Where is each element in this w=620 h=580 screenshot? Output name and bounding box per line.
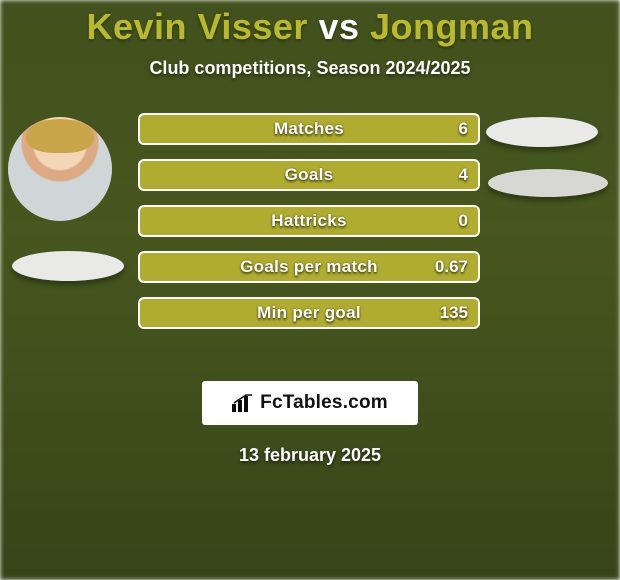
stat-bar-value: 0.67 bbox=[435, 253, 468, 281]
player-a-name: Kevin Visser bbox=[86, 6, 307, 47]
stat-bars: Matches6Goals4Hattricks0Goals per match0… bbox=[138, 113, 480, 343]
brand-text: FcTables.com bbox=[260, 392, 388, 414]
player-b-name: Jongman bbox=[370, 6, 534, 47]
stat-bar-value: 0 bbox=[459, 207, 468, 235]
stat-bar: Goals per match0.67 bbox=[138, 251, 480, 283]
bar-chart-icon bbox=[232, 394, 254, 412]
stat-bar-label: Min per goal bbox=[140, 299, 478, 327]
stat-bar-value: 4 bbox=[459, 161, 468, 189]
date-text: 13 february 2025 bbox=[0, 445, 620, 466]
content-area: Matches6Goals4Hattricks0Goals per match0… bbox=[0, 113, 620, 373]
stat-bar: Matches6 bbox=[138, 113, 480, 145]
stat-bar-label: Hattricks bbox=[140, 207, 478, 235]
vs-separator: vs bbox=[318, 6, 359, 47]
comparison-card: Kevin Visser vs Jongman Club competition… bbox=[0, 0, 620, 580]
subtitle: Club competitions, Season 2024/2025 bbox=[0, 58, 620, 79]
stat-bar-label: Goals bbox=[140, 161, 478, 189]
brand-badge: FcTables.com bbox=[202, 381, 418, 425]
stat-bar: Hattricks0 bbox=[138, 205, 480, 237]
stat-bar-value: 135 bbox=[440, 299, 468, 327]
page-title: Kevin Visser vs Jongman bbox=[0, 0, 620, 48]
stat-bar: Goals4 bbox=[138, 159, 480, 191]
player-b-name-pill bbox=[488, 169, 608, 197]
player-b-avatar-placeholder bbox=[486, 117, 598, 147]
stat-bar: Min per goal135 bbox=[138, 297, 480, 329]
player-a-name-pill bbox=[12, 251, 124, 281]
player-a-avatar bbox=[8, 117, 112, 221]
stat-bar-label: Goals per match bbox=[140, 253, 478, 281]
stat-bar-value: 6 bbox=[459, 115, 468, 143]
stat-bar-label: Matches bbox=[140, 115, 478, 143]
